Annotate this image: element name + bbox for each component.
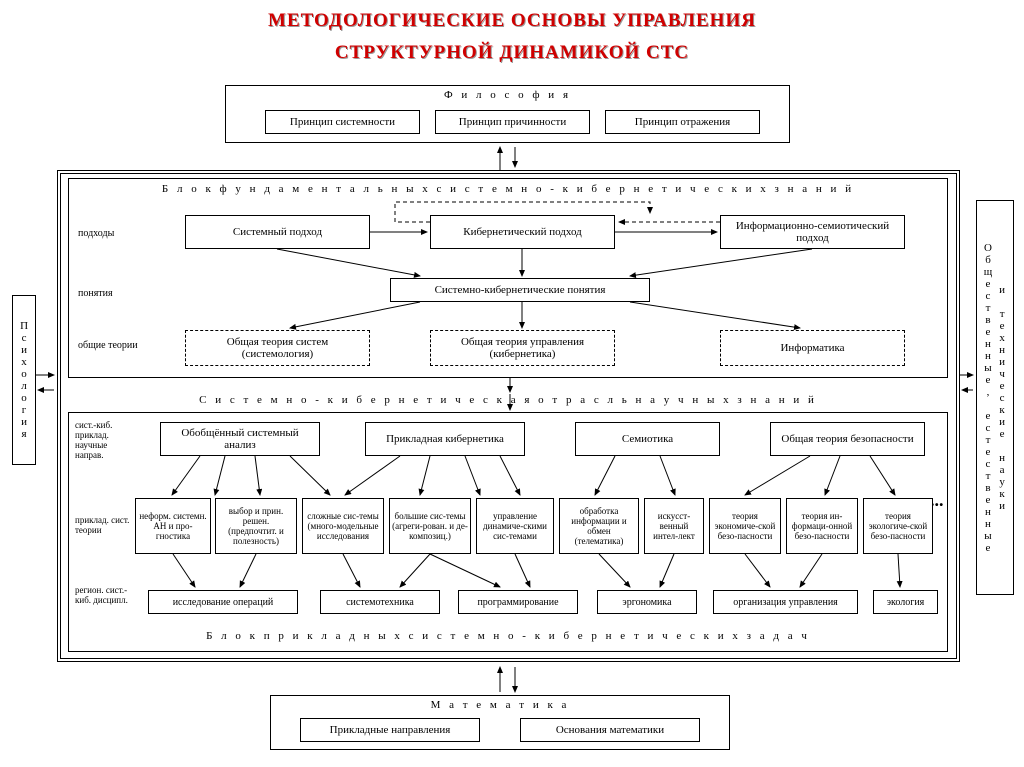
regional-1: системотехника	[320, 590, 440, 614]
regional-5: экология	[873, 590, 938, 614]
side-right-col1: Общественные, естественные	[982, 242, 994, 554]
row-label-applied-dirs: сист.-киб. приклад. научные направ.	[75, 420, 133, 460]
regional-4: организация управления	[713, 590, 858, 614]
applied-dir-0: Обобщённый системный анализ	[160, 422, 320, 456]
concepts-box: Системно-кибернетические понятия	[390, 278, 650, 302]
applied-th-8: теория ин-формаци-онной безо-пасности	[786, 498, 858, 554]
math-header: М а т е м а т и к а	[270, 699, 730, 711]
row-label-approaches: подходы	[78, 228, 138, 239]
approach-1: Кибернетический подход	[430, 215, 615, 249]
fundamental-block-title: Б л о к ф у н д а м е н т а л ь н ы х с …	[68, 183, 948, 195]
applied-th-3: большие сис-темы (агреги-рован. и де-ком…	[389, 498, 471, 554]
math-item-0: Прикладные направления	[300, 718, 480, 742]
side-left-psychology: Психология	[12, 295, 36, 465]
applied-dir-1: Прикладная кибернетика	[365, 422, 525, 456]
row-label-general-theories: общие теории	[78, 340, 138, 351]
row-label-concepts: понятия	[78, 288, 138, 299]
regional-2: программирование	[458, 590, 578, 614]
gen-theory-2: Информатика	[720, 330, 905, 366]
branch-title: С и с т е м н о - к и б е р н е т и ч е …	[68, 394, 948, 406]
applied-dir-2: Семиотика	[575, 422, 720, 456]
gen-theory-0: Общая теория систем (системология)	[185, 330, 370, 366]
applied-th-7: теория экономиче-ской безо-пасности	[709, 498, 781, 554]
approach-2: Информационно-семиотический подход	[720, 215, 905, 249]
applied-th-6: искусст-венный интел-лект	[644, 498, 704, 554]
regional-3: эргономика	[597, 590, 697, 614]
main-title-line1: МЕТОДОЛОГИЧЕСКИЕ ОСНОВЫ УПРАВЛЕНИЯ	[0, 0, 1024, 32]
gen-theory-1: Общая теория управления (кибернетика)	[430, 330, 615, 366]
main-title-line2: СТРУКТУРНОЙ ДИНАМИКОЙ СТС	[0, 32, 1024, 64]
applied-th-4: управление динамиче-скими сис-темами	[476, 498, 554, 554]
philosophy-item-2: Принцип отражения	[605, 110, 760, 134]
applied-block-title: Б л о к п р и к л а д н ы х с и с т е м …	[68, 630, 948, 642]
philosophy-header: Ф и л о с о ф и я	[225, 89, 790, 101]
row-label-applied-theories: приклад. сист. теории	[75, 515, 133, 535]
applied-th-0: неформ. системн. АН и про-гностика	[135, 498, 211, 554]
regional-0: исследование операций	[148, 590, 298, 614]
math-item-1: Основания математики	[520, 718, 700, 742]
applied-th-1: выбор и прин. решен. (предпочтит. и поле…	[215, 498, 297, 554]
applied-th-9: теория экологиче-ской безо-пасности	[863, 498, 933, 554]
side-right-sciences: Общественные, естественные и технические…	[976, 200, 1014, 595]
philosophy-item-1: Принцип причинности	[435, 110, 590, 134]
applied-th-2: сложные сис-темы (много-модельные исслед…	[302, 498, 384, 554]
approach-0: Системный подход	[185, 215, 370, 249]
side-right-col2: и технические науки	[996, 284, 1008, 512]
applied-dir-3: Общая теория безопасности	[770, 422, 925, 456]
philosophy-item-0: Принцип системности	[265, 110, 420, 134]
row-label-regional: регион. сист.-киб. дисципл.	[75, 585, 133, 605]
applied-th-5: обработка информации и обмен (телематика…	[559, 498, 639, 554]
